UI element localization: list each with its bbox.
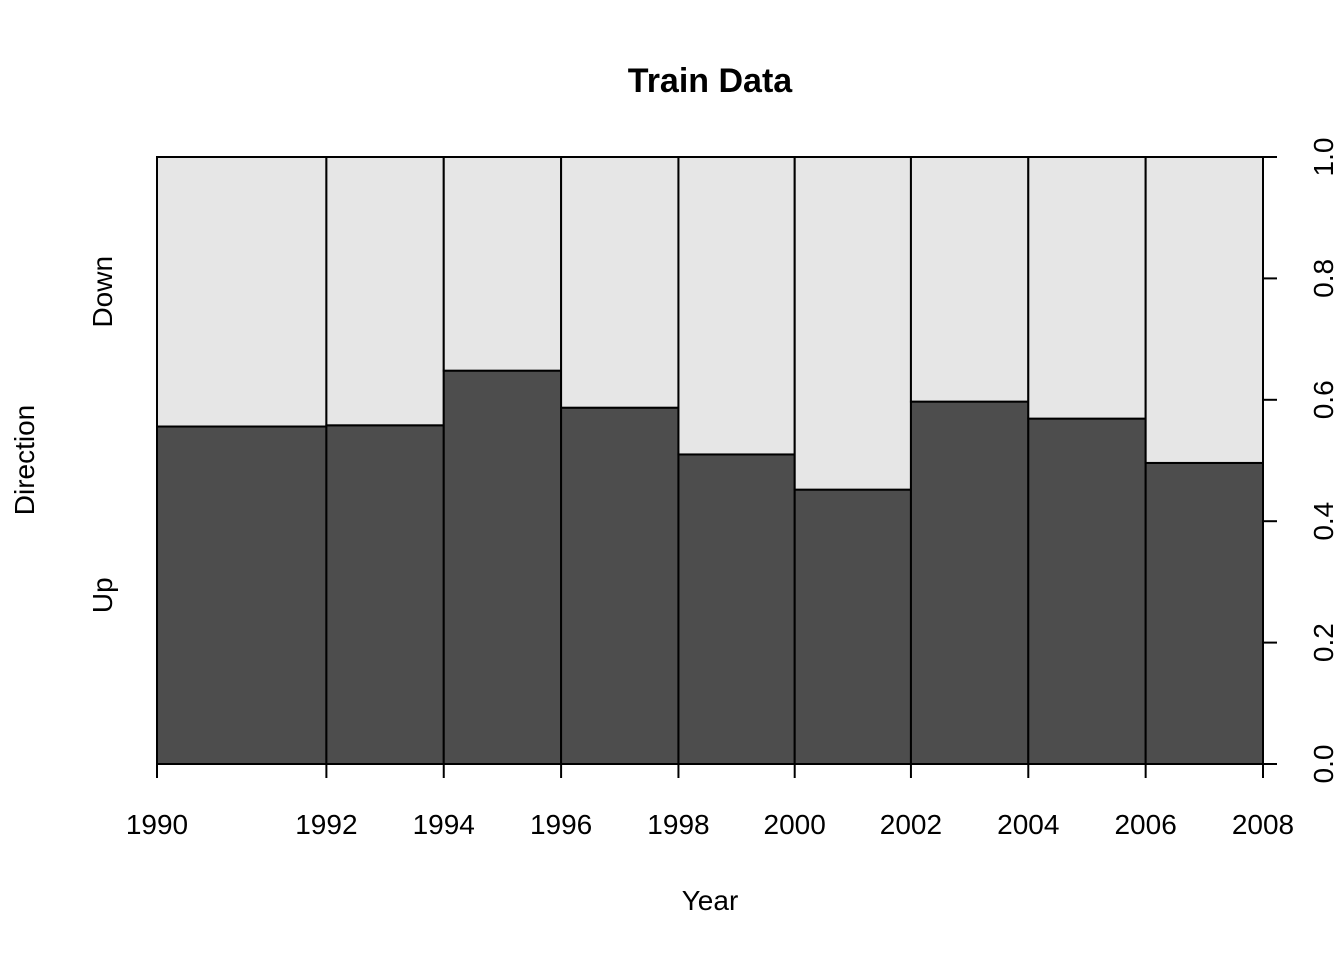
x-tick-label: 2000 bbox=[764, 809, 826, 840]
y-tick-label: 1.0 bbox=[1308, 138, 1339, 177]
bar-down-1996 bbox=[560, 156, 680, 409]
x-tick-label: 1996 bbox=[530, 809, 592, 840]
x-tick-label: 2006 bbox=[1114, 809, 1176, 840]
x-axis: 1990 1992 1994 1996 1998 2000 2002 2004 2006 2008 bbox=[126, 763, 1294, 840]
bar-up-2002 bbox=[909, 400, 1030, 765]
x-tick-label: 1990 bbox=[126, 809, 188, 840]
bar-down-2002 bbox=[909, 156, 1030, 403]
y-tick-label: 0.2 bbox=[1308, 623, 1339, 662]
bar-up-1998 bbox=[677, 453, 796, 765]
x-tick-label: 2004 bbox=[997, 809, 1059, 840]
bar-down-2000 bbox=[793, 156, 912, 491]
y-level-label-down: Down bbox=[87, 256, 118, 328]
x-axis-label: Year bbox=[682, 885, 739, 916]
bar-down-1992 bbox=[325, 156, 445, 427]
y-level-label-up: Up bbox=[87, 577, 118, 613]
bar-down-2006 bbox=[1144, 156, 1264, 464]
x-tick-label: 2008 bbox=[1232, 809, 1294, 840]
bar-down-1990 bbox=[156, 156, 328, 428]
y-tick-label: 0.0 bbox=[1308, 745, 1339, 784]
x-tick-label: 2002 bbox=[880, 809, 942, 840]
bar-down-1994 bbox=[442, 156, 563, 372]
chart-title: Train Data bbox=[628, 62, 793, 100]
y-tick-label: 0.4 bbox=[1308, 502, 1339, 541]
bar-down-2004 bbox=[1027, 156, 1147, 420]
y-tick-label: 0.6 bbox=[1308, 380, 1339, 419]
y-tick-label: 0.8 bbox=[1308, 259, 1339, 298]
x-tick-label: 1998 bbox=[647, 809, 709, 840]
y-axis-left: Up Down bbox=[87, 256, 118, 613]
y-axis-right: 0.0 0.2 0.4 0.6 0.8 1.0 bbox=[1262, 138, 1339, 784]
bar-up-2004 bbox=[1027, 417, 1147, 765]
bars-group bbox=[156, 156, 1264, 765]
bar-up-1996 bbox=[560, 406, 680, 765]
bar-up-1994 bbox=[442, 369, 563, 765]
bar-up-1992 bbox=[325, 424, 445, 765]
bar-up-2000 bbox=[793, 488, 912, 765]
y-axis-label: Direction bbox=[9, 405, 40, 515]
bar-up-1990 bbox=[156, 425, 328, 765]
x-tick-label: 1992 bbox=[295, 809, 357, 840]
bar-up-2006 bbox=[1144, 461, 1264, 765]
bar-down-1998 bbox=[677, 156, 796, 456]
x-tick-label: 1994 bbox=[413, 809, 475, 840]
